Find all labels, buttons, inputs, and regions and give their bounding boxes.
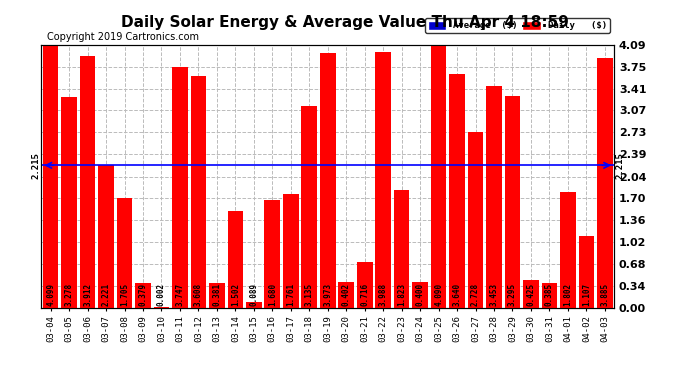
Text: 0.089: 0.089	[249, 283, 258, 306]
Bar	[468, 132, 484, 308]
Bar	[542, 283, 558, 308]
Bar	[283, 195, 299, 308]
Text: 1.823: 1.823	[397, 283, 406, 306]
Bar	[264, 200, 280, 308]
Bar	[190, 76, 206, 307]
Text: 0.381: 0.381	[213, 283, 221, 306]
Text: Daily Solar Energy & Average Value Thu Apr 4 18:59: Daily Solar Energy & Average Value Thu A…	[121, 15, 569, 30]
Text: 0.425: 0.425	[526, 283, 535, 306]
Text: 1.502: 1.502	[231, 283, 240, 306]
Bar	[172, 67, 188, 308]
Bar	[431, 45, 446, 308]
Text: Copyright 2019 Cartronics.com: Copyright 2019 Cartronics.com	[47, 32, 199, 42]
Text: 3.295: 3.295	[508, 283, 517, 306]
Text: 3.912: 3.912	[83, 283, 92, 306]
Bar	[449, 74, 465, 308]
Text: 3.640: 3.640	[453, 283, 462, 306]
Text: 1.107: 1.107	[582, 283, 591, 306]
Bar	[523, 280, 539, 308]
Text: 3.453: 3.453	[489, 283, 498, 306]
Text: 3.747: 3.747	[175, 283, 184, 306]
Bar	[228, 211, 244, 308]
Bar	[560, 192, 575, 308]
Bar	[357, 261, 373, 308]
Text: 3.988: 3.988	[379, 283, 388, 306]
Text: 2.215: 2.215	[32, 152, 41, 179]
Text: 0.400: 0.400	[415, 283, 424, 306]
Text: 3.278: 3.278	[65, 283, 74, 306]
Text: 3.885: 3.885	[600, 283, 609, 306]
Text: 0.379: 0.379	[139, 283, 148, 306]
Text: 1.680: 1.680	[268, 283, 277, 306]
Text: 3.973: 3.973	[323, 283, 333, 306]
Bar	[302, 106, 317, 307]
Text: 1.761: 1.761	[286, 283, 295, 306]
Text: 0.002: 0.002	[157, 283, 166, 306]
Text: 1.802: 1.802	[564, 283, 573, 306]
Text: 0.716: 0.716	[360, 283, 369, 306]
Text: 4.090: 4.090	[434, 283, 443, 306]
Legend: Average  ($), Daily   ($): Average ($), Daily ($)	[426, 18, 609, 33]
Bar	[98, 165, 114, 308]
Bar	[338, 282, 354, 308]
Text: 1.705: 1.705	[120, 283, 129, 306]
Text: 2.221: 2.221	[101, 283, 110, 306]
Text: 2.215: 2.215	[615, 152, 624, 179]
Bar	[117, 198, 132, 308]
Text: 4.099: 4.099	[46, 283, 55, 306]
Bar	[597, 58, 613, 308]
Bar	[375, 51, 391, 308]
Bar	[504, 96, 520, 308]
Bar	[43, 44, 59, 308]
Text: 2.728: 2.728	[471, 283, 480, 306]
Bar	[80, 56, 95, 308]
Bar	[61, 97, 77, 308]
Bar	[578, 237, 594, 308]
Text: 0.402: 0.402	[342, 283, 351, 306]
Bar	[209, 283, 225, 308]
Text: 0.385: 0.385	[545, 283, 554, 306]
Bar	[246, 302, 262, 307]
Bar	[412, 282, 428, 308]
Text: 3.135: 3.135	[305, 283, 314, 306]
Bar	[394, 190, 409, 308]
Bar	[320, 53, 335, 308]
Bar	[135, 283, 151, 308]
Text: 3.608: 3.608	[194, 283, 203, 306]
Bar	[486, 86, 502, 308]
